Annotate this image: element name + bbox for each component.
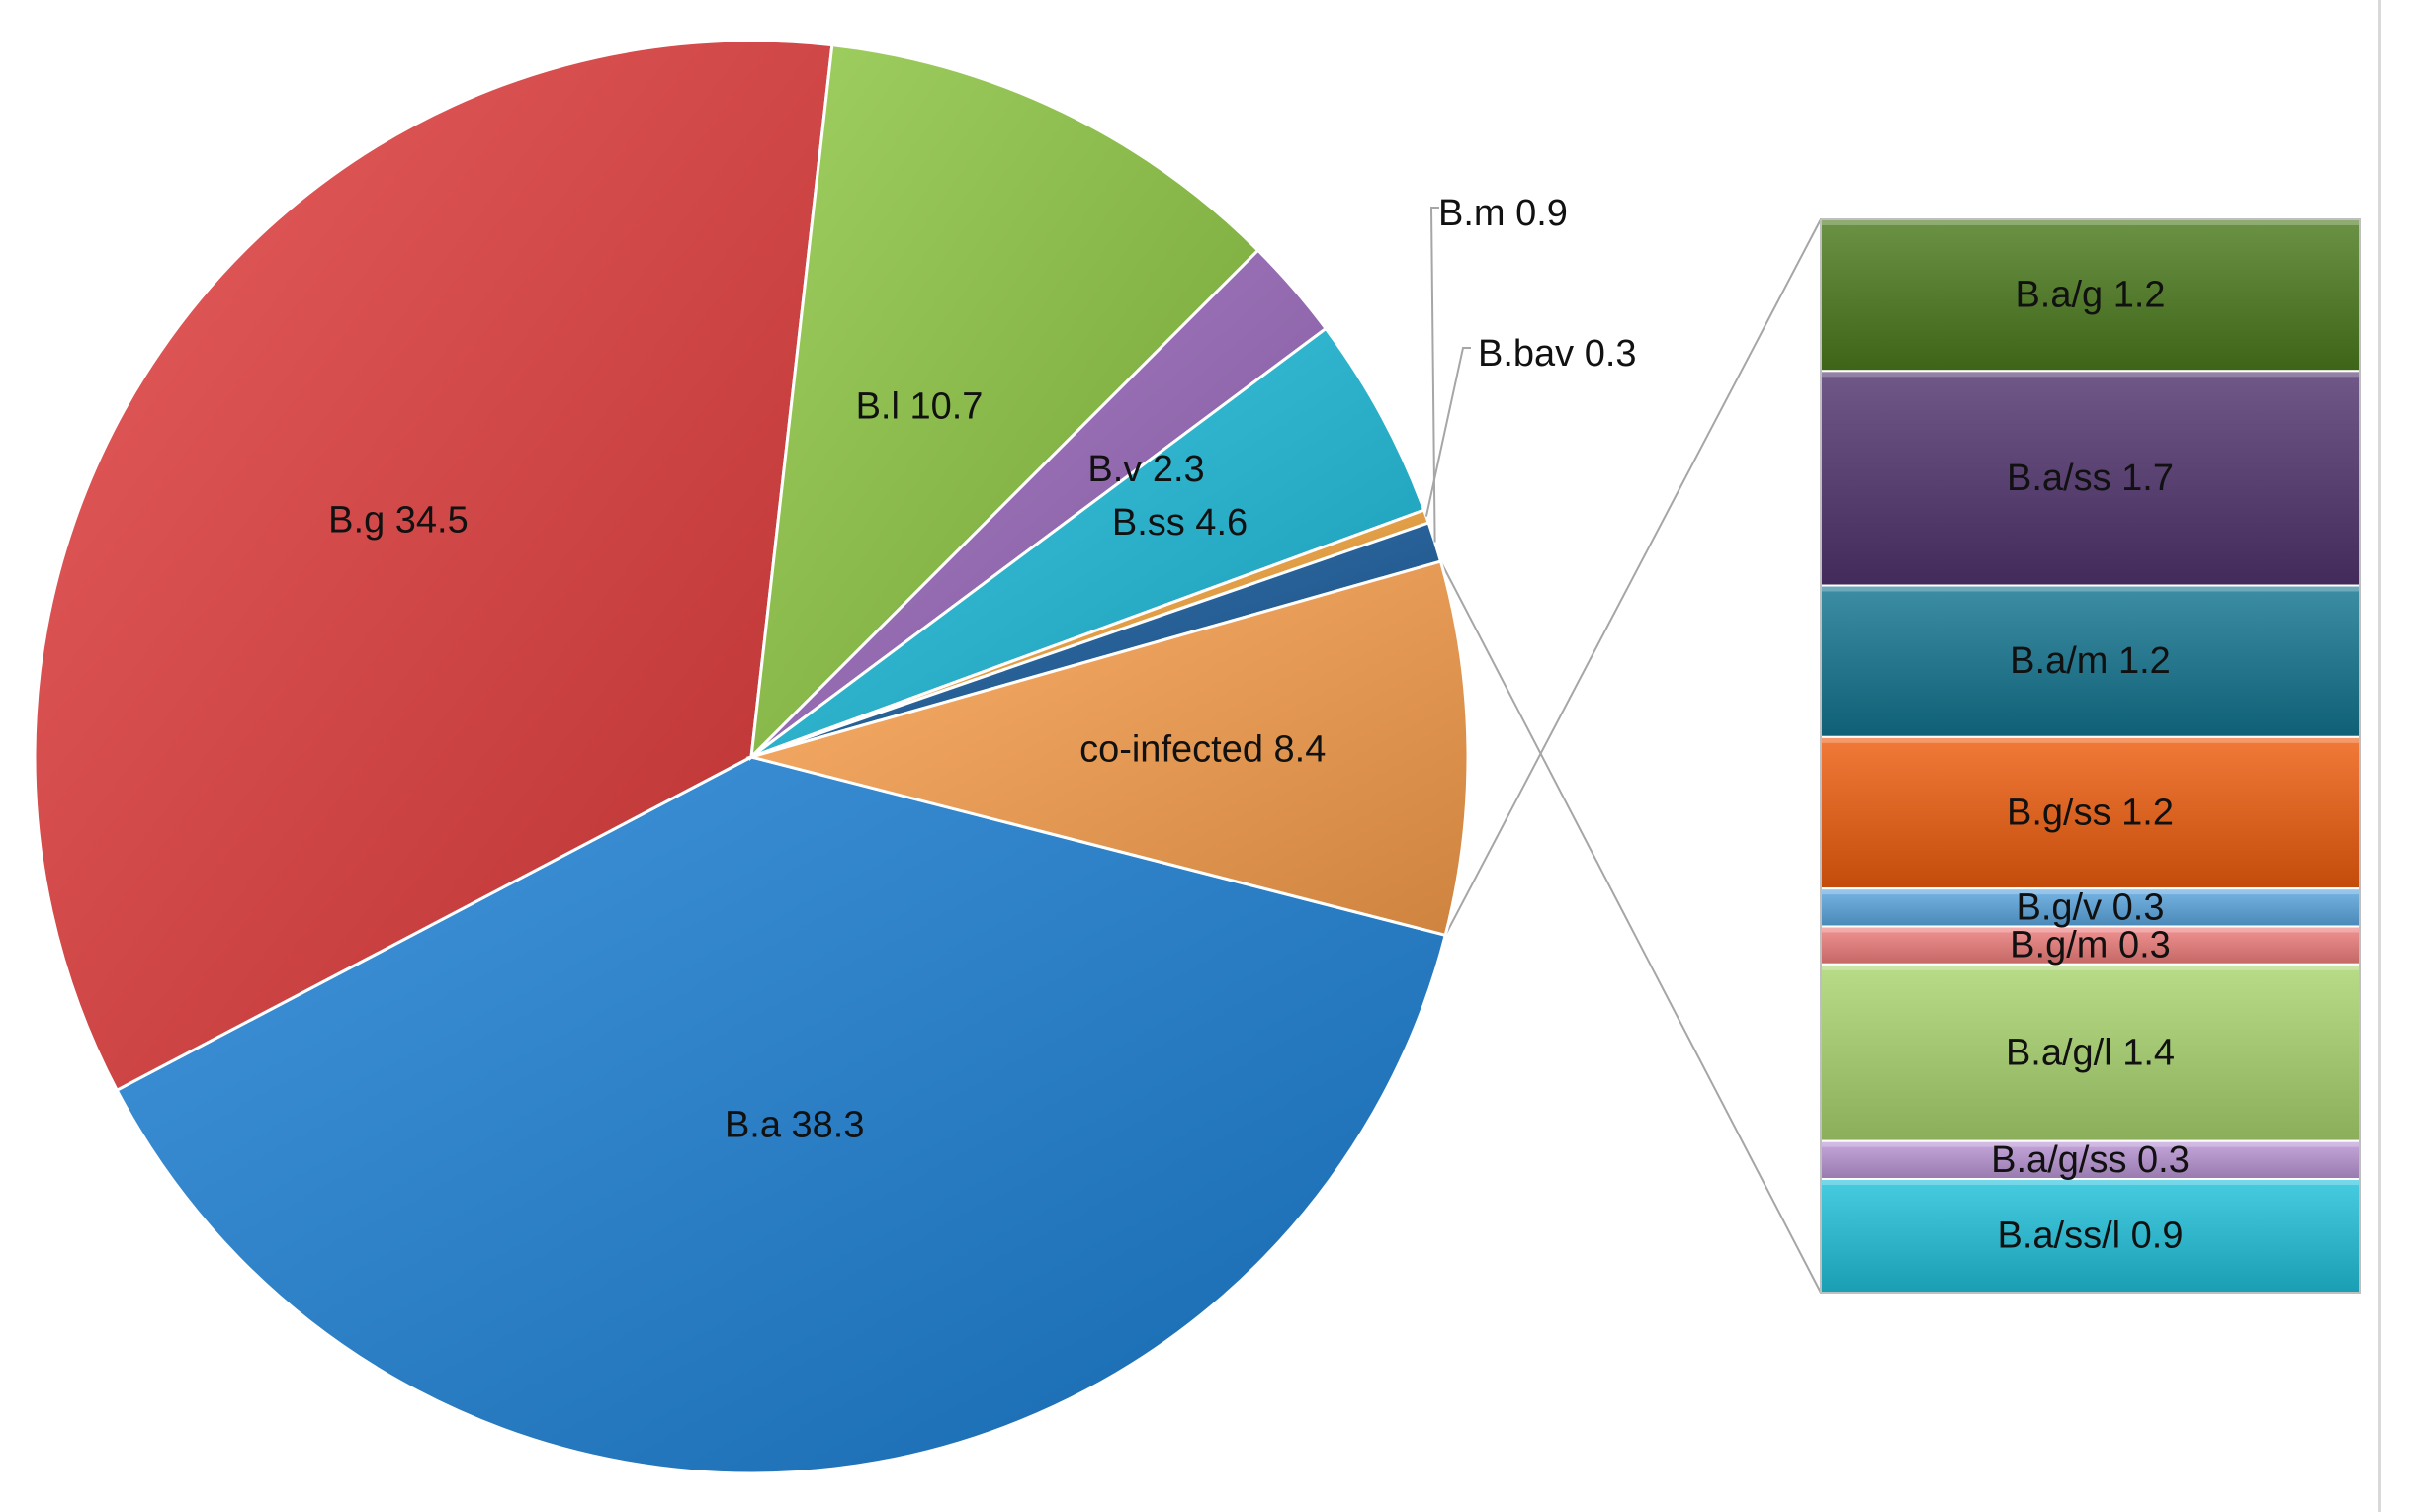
- bar-segment-highlight: [1821, 736, 2360, 743]
- bar-segment-b-a-ss-1-7: [1820, 370, 2361, 587]
- pie-slice-b-ss-4-6: [750, 326, 1426, 759]
- bar-label-b-g-m-0-3: B.g/m 0.3: [2010, 925, 2171, 966]
- bar-segment-b-a-g-l-1-4: [1820, 963, 2361, 1142]
- pie-label-b-m-0-9: B.m 0.9: [1438, 193, 1568, 234]
- bar-segment-highlight: [1821, 371, 2360, 378]
- leader-line-b-m-0-9: [1429, 207, 1439, 543]
- bar-label-b-a-m-1-2: B.a/m 1.2: [2010, 640, 2171, 682]
- bar-outline: [1820, 218, 2361, 1294]
- pie-labels: B.a 38.3 B.g 34.5 B.l 10.7 B.v 2.3 B.ss 4.6 B…: [328, 193, 1636, 1145]
- pie-label-b-ss-4-6: B.ss 4.6: [1112, 502, 1248, 544]
- bar-label-b-a-g-ss-0-3: B.a/g/ss 0.3: [1991, 1139, 2190, 1181]
- bar-label-b-a-ss-l-0-9: B.a/ss/l 0.9: [1998, 1216, 2184, 1257]
- pie-slice-co-infected-8-4: [745, 559, 1470, 938]
- pie-label-b-a-38-3: B.a 38.3: [725, 1104, 865, 1145]
- pie-slice-b-g-34-5: [33, 39, 834, 1093]
- bar-segment-highlight: [1821, 585, 2360, 592]
- bar-segment-b-a-m-1-2: [1820, 584, 2361, 738]
- right-border-rule: [2378, 0, 2381, 1512]
- bar-segment-highlight: [1821, 219, 2360, 225]
- bar-segment-b-a-ss-l-0-9: [1820, 1178, 2361, 1294]
- secondary-bar: [1820, 218, 2361, 1294]
- pie: [33, 39, 1470, 1475]
- bar-label-b-a-g-1-2: B.a/g 1.2: [2015, 275, 2165, 316]
- bar-segment-b-g-m-0-3: [1820, 925, 2361, 966]
- bar-label-b-a-g-l-1-4: B.a/g/l 1.4: [2006, 1032, 2175, 1073]
- pie-slice-b-a-38-3: [115, 755, 1448, 1475]
- bar-segment-highlight: [1821, 926, 2360, 933]
- pie-label-b-v-2-3: B.v 2.3: [1087, 449, 1204, 490]
- connector-line-bottom: [1439, 560, 1822, 1294]
- bar-segment-highlight: [1821, 1179, 2360, 1186]
- bar-segment-highlight: [1821, 888, 2360, 895]
- pie-slice-b-l-10-7: [749, 42, 1260, 762]
- connector-line-top: [1444, 218, 1822, 936]
- bar-labels: B.a/g 1.2 B.a/ss 1.7 B.a/m 1.2 B.g/ss 1.2 B.…: [1991, 275, 2190, 1257]
- bar-label-b-g-v-0-3: B.g/v 0.3: [2017, 886, 2165, 928]
- bar-segment-highlight: [1821, 964, 2360, 970]
- leader-line-b-bav-0-3: [1424, 347, 1471, 517]
- pie-label-b-bav-0-3: B.bav 0.3: [1478, 333, 1637, 375]
- pie-label-b-l-10-7: B.l 10.7: [856, 385, 984, 427]
- pie-label-b-g-34-5: B.g 34.5: [328, 500, 469, 542]
- bar-segment-b-g-ss-1-2: [1820, 735, 2361, 890]
- pie-label-co-infected-8-4: co-infected 8.4: [1079, 728, 1326, 770]
- bar-label-b-g-ss-1-2: B.g/ss 1.2: [2007, 793, 2174, 834]
- connector-lines: [1439, 218, 1822, 1294]
- bar-label-b-a-ss-1-7: B.a/ss 1.7: [2007, 458, 2174, 499]
- bar-segment-highlight: [1821, 1140, 2360, 1147]
